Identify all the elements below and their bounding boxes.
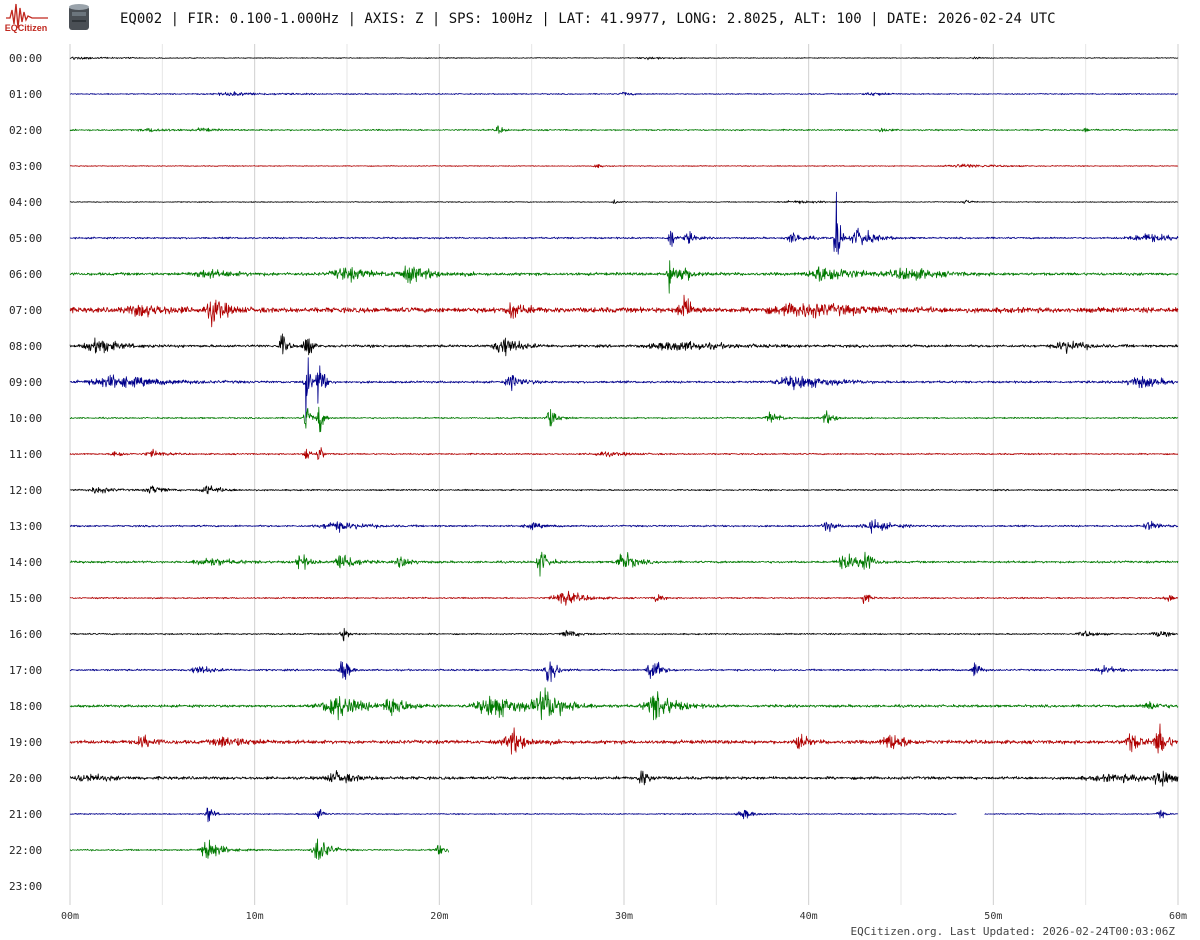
trace-0600 [69,260,1179,294]
trace-1400 [69,551,1179,577]
trace-0200 [69,125,1179,134]
x-tick-label: 20m [430,911,448,922]
trace-1100 [69,447,1179,460]
hour-label: 02:00 [9,124,42,137]
trace-1700 [69,661,1179,683]
hour-label: 17:00 [9,664,42,677]
trace-1500 [69,590,1179,606]
trace-0800 [69,333,1179,357]
trace-2100 [69,807,1179,823]
hour-label: 19:00 [9,736,42,749]
brand-name: EQCitizen [5,23,48,33]
hour-label: 04:00 [9,196,42,209]
header: EQCitizen EQ002 | FIR: 0.100-1.000Hz | A… [5,3,1056,33]
x-tick-label: 00m [61,911,79,922]
hour-label: 00:00 [9,52,42,65]
x-tick-label: 40m [800,911,818,922]
hour-label: 09:00 [9,376,42,389]
trace-0000 [69,56,1179,61]
hour-label: 08:00 [9,340,42,353]
trace-0400 [69,199,1179,205]
hour-label: 06:00 [9,268,42,281]
last-updated: EQCitizen.org. Last Updated: 2026-02-24T… [850,925,1175,938]
x-tick-label: 50m [984,911,1002,922]
hour-label: 07:00 [9,304,42,317]
trace-1900 [69,723,1179,755]
trace-0700 [69,294,1179,328]
hour-label: 05:00 [9,232,42,245]
hour-label: 13:00 [9,520,42,533]
hour-label: 15:00 [9,592,42,605]
seismic-traces [69,56,1179,860]
hour-label: 03:00 [9,160,42,173]
hour-label: 18:00 [9,700,42,713]
plot-grid [69,44,1179,905]
hour-label: 11:00 [9,448,42,461]
hour-label: 14:00 [9,556,42,569]
x-tick-label: 10m [246,911,264,922]
trace-0900 [69,357,1179,422]
x-tick-label: 30m [615,911,633,922]
hour-label: 22:00 [9,844,42,857]
trace-1600 [69,627,1179,642]
hour-label: 16:00 [9,628,42,641]
trace-1800 [69,687,1179,721]
hour-label: 23:00 [9,880,42,893]
hour-label: 01:00 [9,88,42,101]
hour-label: 10:00 [9,412,42,425]
hour-labels: 00:00 01:00 02:00 03:00 04:00 05:00 06:00 07:00… [9,52,42,893]
station-info: EQ002 | FIR: 0.100-1.000Hz | AXIS: Z | S… [120,11,1056,27]
trace-0500 [69,191,1179,255]
hour-label: 12:00 [9,484,42,497]
x-tick-label: 60m [1169,911,1187,922]
hour-label: 21:00 [9,808,42,821]
trace-2000 [69,770,1179,787]
trace-0100 [69,91,1179,97]
seismograph-logo-icon [6,3,48,29]
sensor-canister-icon [69,4,89,30]
minute-axis: 00m 10m 20m 30m 40m 50m 60m [61,911,1187,922]
trace-2200 [70,838,449,860]
trace-1300 [70,519,1179,534]
hour-label: 20:00 [9,772,42,785]
trace-0300 [70,163,1179,169]
trace-1200 [69,485,1179,495]
trace-1000 [69,406,1179,433]
